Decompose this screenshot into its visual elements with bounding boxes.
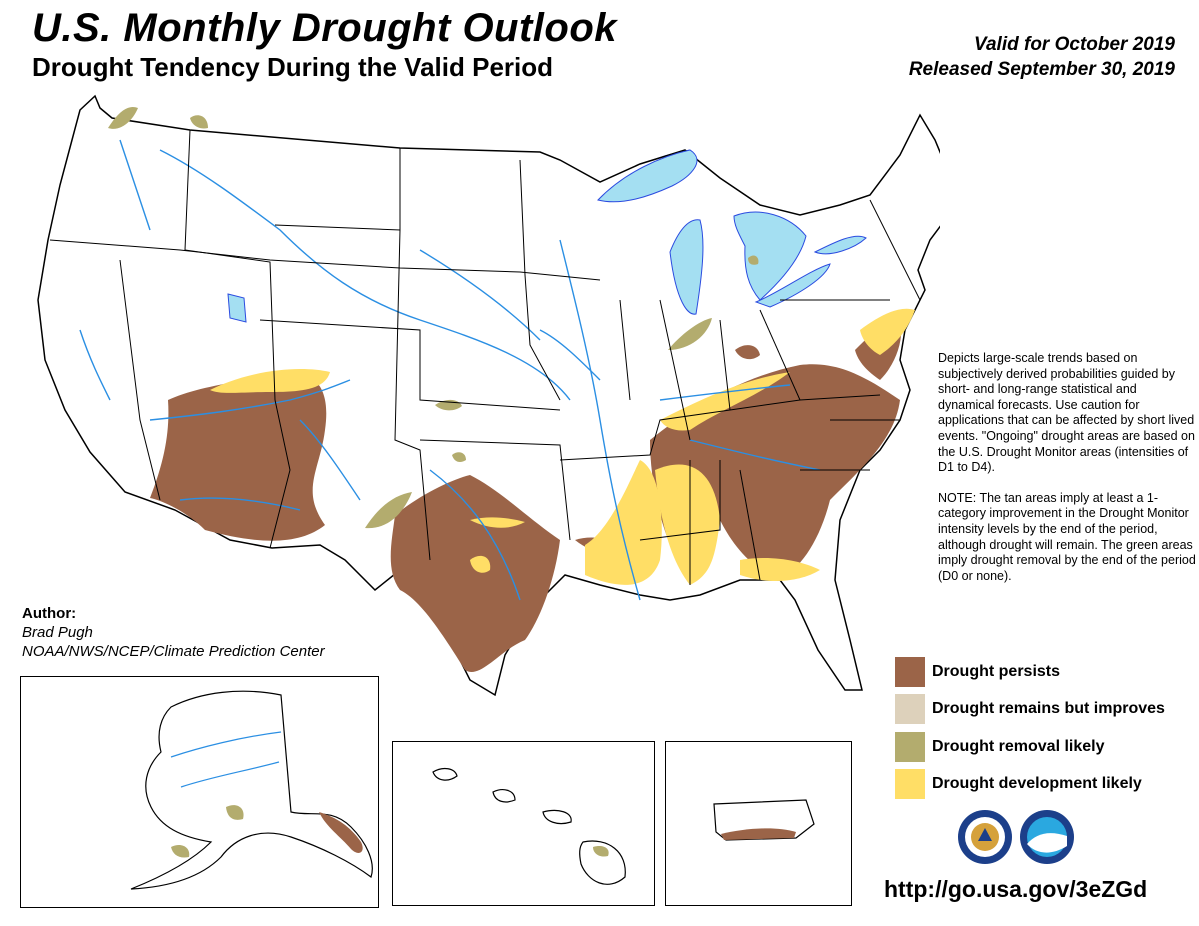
page-title: U.S. Monthly Drought Outlook: [32, 6, 618, 50]
author-name: Brad Pugh: [22, 624, 93, 641]
legend-item-development: Drought development likely: [895, 769, 1142, 799]
legend-swatch: [895, 694, 925, 724]
author-heading: Author:: [22, 605, 77, 622]
description-text: Depicts large-scale trends based on subj…: [938, 351, 1195, 475]
legend-label: Drought persists: [932, 663, 1061, 680]
conus-map: [37, 94, 940, 697]
drought-development-areas: [210, 308, 915, 585]
alaska-inset: [20, 676, 379, 908]
hawaii-map: [432, 767, 626, 885]
doc-seal-icon: [958, 810, 1012, 864]
alaska-map: [130, 690, 373, 890]
legend-swatch: [895, 769, 925, 799]
legend-label: Drought remains but improves: [932, 700, 1165, 717]
noaa-logo-icon: [1020, 810, 1074, 864]
agency-logos: [958, 810, 1074, 864]
legend-label: Drought removal likely: [932, 738, 1105, 755]
legend-item-improves: Drought remains but improves: [895, 694, 1165, 724]
page-subtitle: Drought Tendency During the Valid Period: [32, 52, 554, 82]
legend-swatch: [895, 657, 925, 687]
author-block: Author: Brad Pugh NOAA/NWS/NCEP/Climate …: [22, 604, 325, 661]
puerto-rico-inset: [665, 741, 852, 906]
description-panel: Depicts large-scale trends based on subj…: [938, 351, 1196, 599]
lakes-overlay: [227, 149, 867, 323]
legend-swatch: [895, 732, 925, 762]
drought-removal-areas: [108, 106, 759, 529]
outlook-link[interactable]: http://go.usa.gov/3eZGd: [884, 876, 1148, 902]
state-borders: [49, 129, 921, 585]
valid-period: Valid for October 2019: [974, 34, 1175, 55]
release-date: Released September 30, 2019: [908, 59, 1175, 80]
note-text: NOTE: The tan areas imply at least a 1-c…: [938, 490, 1196, 583]
hawaii-inset: [392, 741, 655, 906]
puerto-rico-map: [713, 799, 815, 841]
legend-label: Drought development likely: [932, 775, 1142, 792]
author-organization: NOAA/NWS/NCEP/Climate Prediction Center: [22, 643, 325, 660]
legend-item-removal: Drought removal likely: [895, 732, 1105, 762]
legend-item-persists: Drought persists: [895, 657, 1060, 687]
